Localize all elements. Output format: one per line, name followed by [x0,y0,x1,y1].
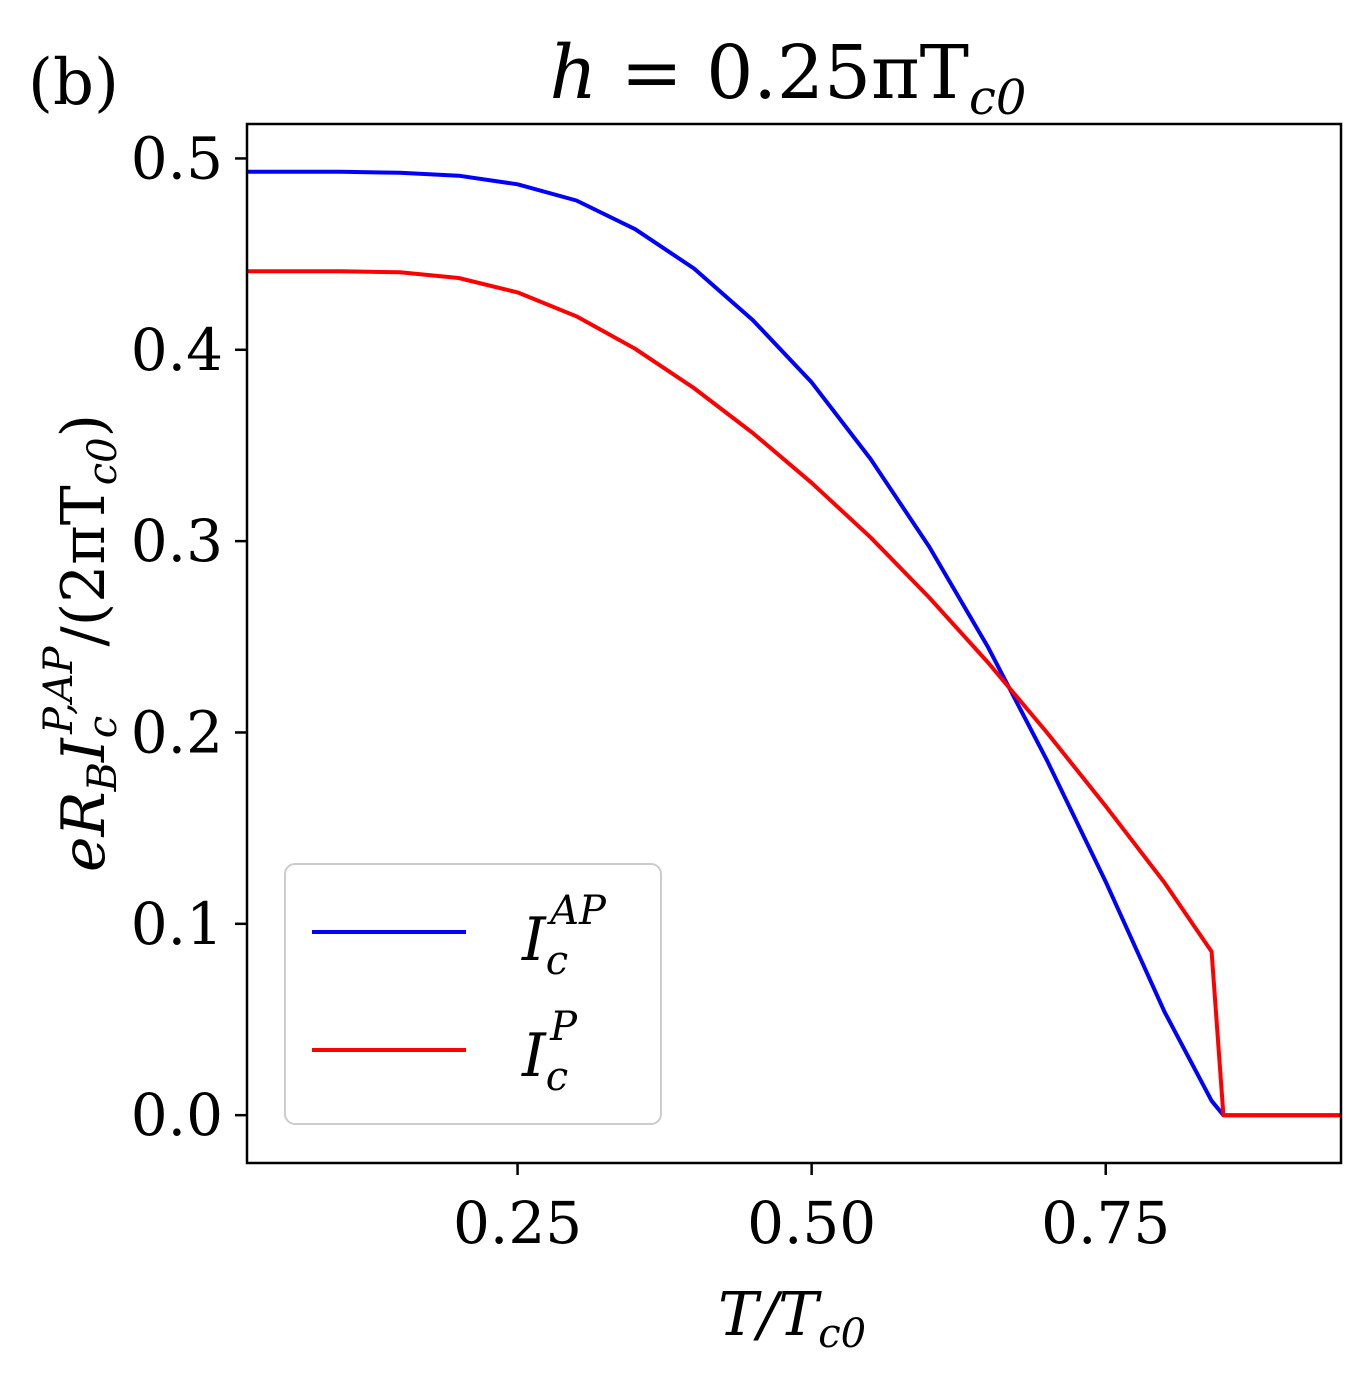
x-tick-label: 0.50 [747,1189,876,1257]
ticks-layer: 0.25 0.50 0.75 0.0 0.1 0.2 0.3 0.4 0.5 [131,124,1171,1257]
legend-label-p: IcP [521,1004,578,1100]
series-line-ap [247,169,1341,1118]
y-tick-label: 0.4 [131,316,223,384]
x-tick-label: 0.75 [1041,1189,1170,1257]
series-line-p [247,269,1341,1118]
y-tick-label: 0.5 [131,124,223,192]
panel-label: (b) [28,46,119,120]
y-tick-label: 0.2 [131,698,223,766]
plot-frame [245,122,1343,1165]
series-layer [247,169,1341,1118]
y-axis-label: eRBIcP,AP/(2πTc0) [36,414,126,872]
legend-box [284,863,662,1125]
y-tick-label: 0.1 [131,890,223,958]
x-axis-label: T/Tc0 [718,1280,866,1357]
y-tick-label: 0.0 [131,1081,223,1149]
x-tick-label: 0.25 [453,1189,582,1257]
chart-title: h = 0.25πTc0 [550,30,1027,126]
y-tick-label: 0.3 [131,507,223,575]
legend: IcAP IcP [284,863,662,1125]
legend-label-ap: IcAP [521,888,607,984]
